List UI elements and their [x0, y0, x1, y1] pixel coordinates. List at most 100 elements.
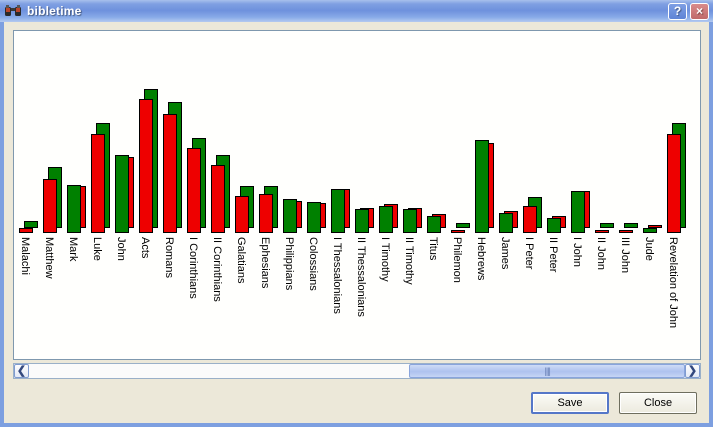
bar-front-green — [115, 154, 129, 233]
title-bar-buttons: ? × — [668, 2, 713, 20]
x-axis-label: III John — [619, 237, 631, 274]
bar-front-green — [571, 190, 585, 233]
bar-group — [523, 31, 542, 233]
x-axis-label: II Thessalonians — [355, 237, 367, 317]
close-icon[interactable]: × — [690, 2, 709, 20]
bar-front-red — [163, 114, 177, 233]
bar-front-red — [91, 134, 105, 233]
horizontal-scrollbar[interactable]: ❮ |||| ❯ — [13, 363, 701, 379]
bar-group — [259, 31, 278, 233]
scroll-right-arrow-icon[interactable]: ❯ — [685, 364, 700, 378]
x-axis-label: I John — [571, 237, 583, 267]
bar-front-green — [283, 199, 297, 233]
bar-front-green — [499, 212, 513, 233]
bar-front-red — [619, 229, 633, 233]
bar-front-green — [355, 209, 369, 233]
x-axis-label: I Corinthians — [187, 237, 199, 299]
x-axis-label: James — [499, 237, 511, 270]
bar-group — [379, 31, 398, 233]
bar-group — [403, 31, 422, 233]
x-axis-label: Titus — [427, 237, 439, 261]
bar-front-green — [379, 205, 393, 233]
x-axis-label: Philippians — [283, 237, 295, 291]
x-axis-label: Galatians — [235, 237, 247, 284]
bar-front-red — [43, 178, 57, 233]
x-axis-label: Colossians — [307, 237, 319, 291]
x-axis-label: II Peter — [547, 237, 559, 273]
x-axis-label: Hebrews — [475, 237, 487, 281]
scroll-left-arrow-icon[interactable]: ❮ — [14, 364, 29, 378]
bar-group — [499, 31, 518, 233]
binoculars-icon — [4, 3, 22, 19]
bar-group — [307, 31, 326, 233]
bar-front-green — [475, 139, 489, 233]
bar-group — [571, 31, 590, 233]
bar-front-green — [643, 227, 657, 233]
bar-back-green — [624, 222, 638, 228]
x-axis-label: Malachi — [19, 237, 31, 275]
bar-group — [19, 31, 38, 233]
bar-front-green — [331, 188, 345, 233]
bar-group — [163, 31, 182, 233]
bar-front-green — [67, 185, 81, 233]
x-axis-label: Romans — [163, 237, 175, 278]
bar-front-red — [667, 134, 681, 233]
bar-front-red — [139, 98, 153, 233]
x-axis-label: I Timothy — [379, 237, 391, 282]
bar-back-green — [600, 222, 614, 228]
bar-front-red — [19, 227, 33, 233]
bar-front-red — [595, 229, 609, 233]
window-title: bibletime — [27, 4, 82, 18]
bar-group — [475, 31, 494, 233]
bar-front-red — [187, 148, 201, 233]
bar-front-green — [307, 202, 321, 233]
dialog-button-bar: Save Close — [4, 383, 709, 423]
bar-chart: Malachi Matthew Mark Luke John Acts Romans I Co… — [14, 31, 700, 359]
bar-group — [67, 31, 86, 233]
bar-group — [667, 31, 686, 233]
x-axis-label: John — [115, 237, 127, 261]
close-button[interactable]: Close — [619, 392, 697, 414]
x-axis-label: Ephesians — [259, 237, 271, 289]
bar-group — [187, 31, 206, 233]
bar-group — [595, 31, 614, 233]
bar-back-green — [24, 221, 38, 228]
scrollbar-track[interactable]: |||| — [29, 364, 685, 378]
chart-area: Malachi Matthew Mark Luke John Acts Romans I Co… — [13, 30, 701, 360]
x-axis-label: Jude — [643, 237, 655, 261]
bar-back-red — [648, 224, 662, 228]
bar-front-red — [259, 193, 273, 233]
bar-group — [283, 31, 302, 233]
x-axis-label: Mark — [67, 237, 79, 262]
bar-front-green — [547, 217, 561, 233]
scrollbar-thumb[interactable]: |||| — [409, 364, 685, 378]
x-axis-label: Luke — [91, 237, 103, 261]
bar-front-red — [523, 205, 537, 233]
bar-group — [115, 31, 134, 233]
bar-group — [427, 31, 446, 233]
save-button[interactable]: Save — [531, 392, 609, 414]
x-axis-label: Philemon — [451, 237, 463, 283]
help-button[interactable]: ? — [668, 2, 687, 20]
bar-front-green — [427, 216, 441, 233]
bar-group — [43, 31, 62, 233]
scrollbar-grip-icon: |||| — [544, 365, 551, 376]
bar-front-red — [451, 229, 465, 233]
x-axis-label: I Peter — [523, 237, 535, 270]
bar-group — [451, 31, 470, 233]
bar-group — [211, 31, 230, 233]
x-axis-label: II John — [595, 237, 607, 271]
title-bar: bibletime ? × — [0, 0, 713, 22]
x-axis-label: Acts — [139, 237, 151, 259]
bar-front-red — [235, 195, 249, 233]
bar-group — [331, 31, 350, 233]
bar-group — [91, 31, 110, 233]
bar-back-green — [456, 222, 470, 228]
bar-group — [139, 31, 158, 233]
bar-front-green — [403, 209, 417, 233]
x-axis-label: II Timothy — [403, 237, 415, 285]
x-axis-label: I Thessalonians — [331, 237, 343, 314]
bar-group — [547, 31, 566, 233]
x-axis-label: Revelation of John — [667, 237, 679, 329]
